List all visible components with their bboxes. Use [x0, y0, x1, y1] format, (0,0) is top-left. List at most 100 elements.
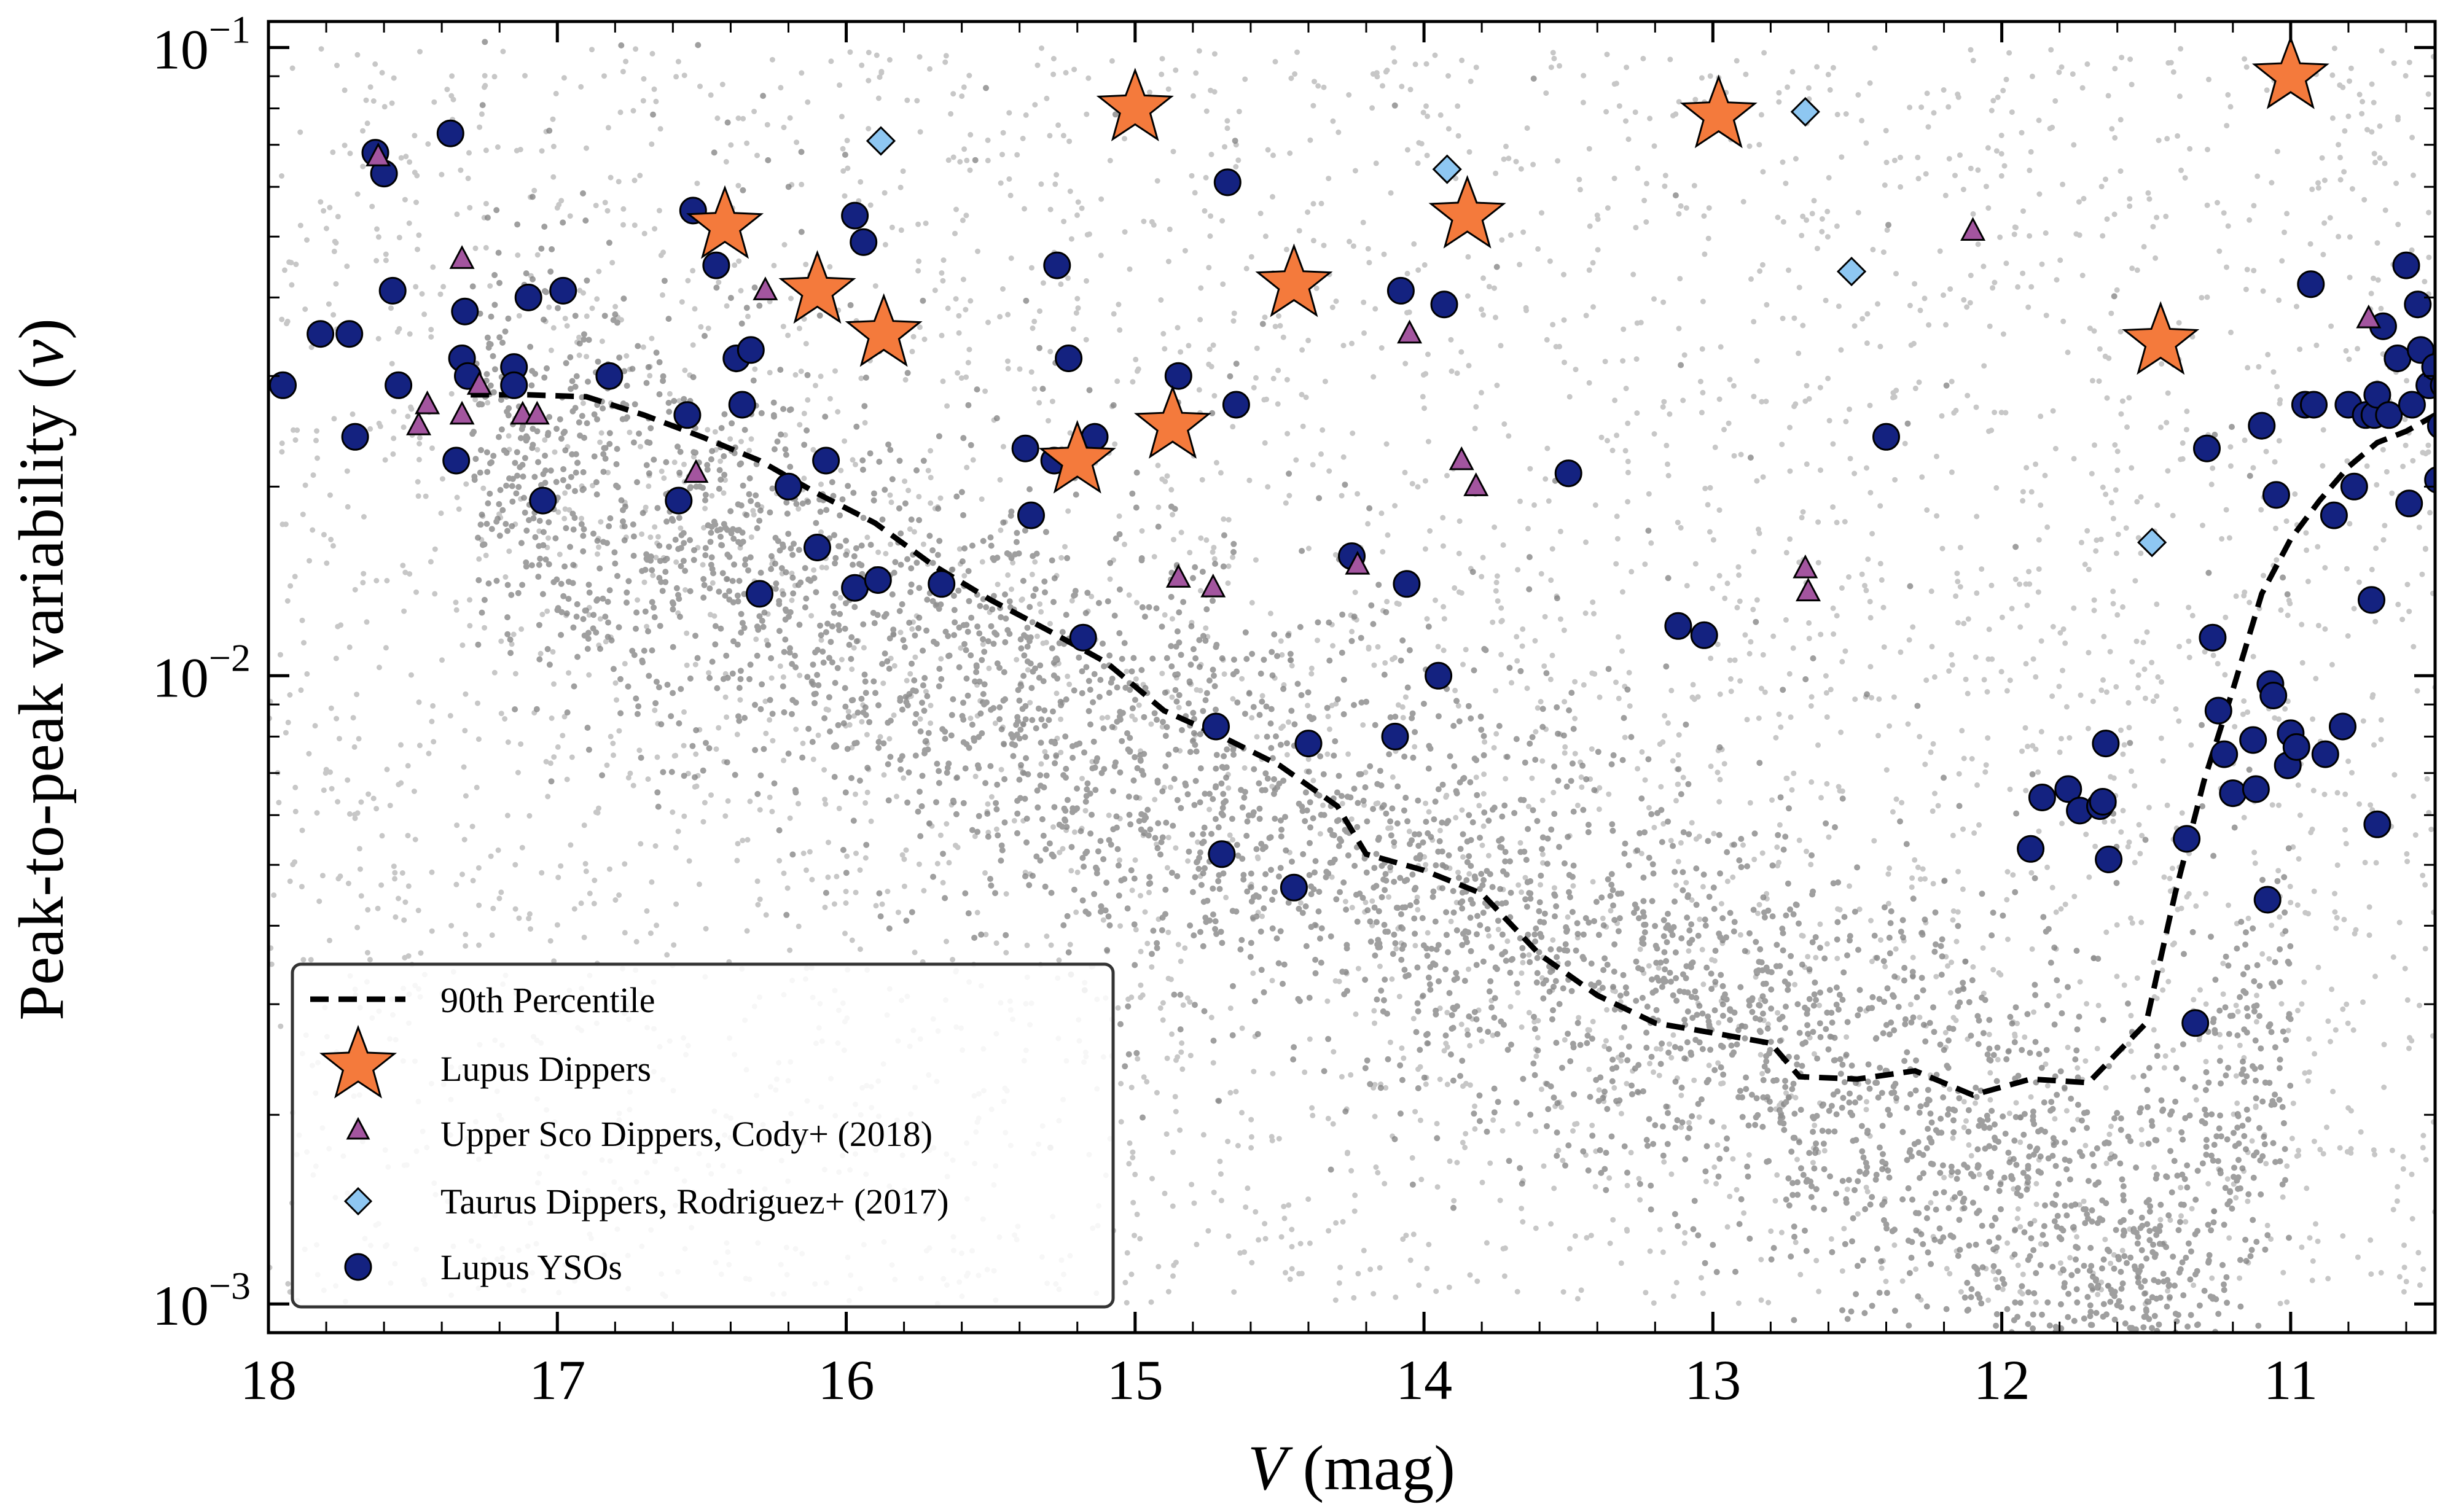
yso-point	[2210, 740, 2239, 768]
yso-point	[1017, 501, 1045, 529]
yso-point	[2054, 775, 2082, 803]
taurus-point	[1836, 256, 1867, 287]
taurus-point	[1790, 96, 1820, 127]
yso-point	[2259, 682, 2288, 709]
yso-point	[1222, 391, 1250, 419]
legend-taurus-label: Taurus Dippers, Rodriguez+ (2017)	[440, 1182, 949, 1222]
taurus-point	[1432, 154, 1462, 184]
upper-sco-point	[683, 459, 709, 483]
yso-point	[2028, 784, 2056, 811]
upper-sco-point	[1463, 472, 1489, 496]
upper-sco-point	[366, 142, 391, 166]
yso-point	[673, 401, 702, 429]
yso-point	[746, 580, 773, 608]
yso-point	[2383, 345, 2412, 372]
x-axis-label-italic: V	[1248, 1433, 1293, 1503]
yso-point	[1202, 712, 1230, 741]
y-tick-labels: 10−1 10−210 −3	[152, 7, 251, 1337]
legend-ysos-label: Lupus YSOs	[440, 1247, 622, 1287]
yso-point	[549, 276, 577, 305]
upper-sco-point	[406, 411, 432, 435]
lupus-dipper-point	[1255, 243, 1333, 318]
yso-point	[775, 472, 802, 501]
yso-point	[1069, 623, 1097, 652]
taurus-point	[2137, 528, 2167, 558]
yso-point	[595, 362, 624, 390]
upper-sco-point	[1960, 217, 1986, 241]
upper-sco-point	[1793, 554, 1818, 579]
yso-point	[2320, 501, 2348, 529]
yso-point	[2089, 788, 2117, 816]
percentile-layer	[471, 392, 2435, 1098]
yso-point	[1393, 570, 1421, 598]
axis-ticks	[267, 21, 2435, 1334]
field-star-cloud	[268, 39, 2435, 1333]
yso-point	[2253, 886, 2282, 914]
upper-sco-point	[524, 400, 550, 425]
yso-point	[864, 566, 892, 594]
upper-sco-point	[1796, 577, 1821, 602]
lupus-dipper-point	[2122, 301, 2200, 375]
upper-sco-point	[1200, 573, 1226, 598]
yso-point	[2392, 251, 2420, 279]
y-tick-label: 10−2	[152, 636, 251, 709]
yso-point	[2300, 391, 2328, 419]
yso-point	[2340, 472, 2368, 501]
yso-point	[2262, 481, 2290, 509]
yso-point	[728, 391, 756, 419]
yso-point	[2239, 726, 2267, 754]
yso-point	[1294, 730, 1323, 758]
lupus-dipper-point	[1428, 174, 1506, 249]
yso-point	[529, 486, 557, 515]
upper-sco-point	[753, 276, 778, 300]
yso-point	[2297, 270, 2325, 298]
yso-point	[1011, 434, 1039, 462]
x-tick-label: 16	[818, 1349, 875, 1411]
y-axis-label: Peak-to-peak variability (v)	[6, 318, 77, 1021]
x-tick-label: 13	[1684, 1349, 1741, 1411]
y-tick-exponent: −3	[209, 1264, 251, 1307]
yso-point	[1690, 621, 1718, 649]
yso-point	[2092, 730, 2120, 758]
yso-point	[2193, 434, 2221, 462]
yso-point	[514, 283, 542, 311]
yso-point	[665, 486, 693, 515]
yso-point	[2395, 489, 2423, 518]
yso-point	[2219, 779, 2247, 808]
x-tick-label: 18	[240, 1349, 297, 1411]
yso-point	[1043, 251, 1071, 279]
legend-frame	[291, 962, 1115, 1309]
yso-point	[341, 423, 369, 451]
legend: 90th Percentile Lupus Dippers Upper Sco …	[291, 962, 1115, 1309]
yso-point	[385, 371, 413, 399]
yso-point	[2017, 835, 2045, 863]
y-tick-base: 10	[152, 646, 209, 709]
yso-point	[841, 201, 869, 230]
y-axis-label-italic: v	[6, 339, 77, 368]
yso-point	[335, 320, 364, 348]
upper-sco-point	[1397, 319, 1423, 344]
yso-point	[2311, 740, 2339, 768]
legend-percentile-label: 90th Percentile	[440, 980, 655, 1020]
yso-point	[2173, 825, 2201, 853]
yso-point	[841, 574, 869, 602]
yso-point	[928, 570, 956, 598]
x-tick-label: 12	[1974, 1349, 2030, 1411]
percentile-90-line	[471, 392, 2435, 1098]
y-tick-exponent: −1	[209, 7, 251, 51]
yso-point	[1386, 276, 1415, 305]
y-tick-exponent: −2	[209, 636, 251, 679]
upper-sco-point	[1165, 564, 1191, 588]
yso-point	[2181, 1009, 2210, 1037]
upper-sco-point	[466, 371, 492, 395]
legend-triangle-swatch	[346, 1116, 370, 1140]
yso-point	[442, 446, 471, 475]
x-tick-label: 11	[2264, 1349, 2318, 1411]
yso-point	[1430, 290, 1458, 319]
lupus-dipper-point	[1680, 74, 1758, 149]
yso-point	[1554, 459, 1582, 488]
legend-star-swatch	[319, 1024, 397, 1099]
x-axis-label-rest: (mag)	[1287, 1433, 1455, 1503]
yso-point	[451, 297, 479, 325]
y-tick-label: 10−1	[152, 7, 251, 80]
